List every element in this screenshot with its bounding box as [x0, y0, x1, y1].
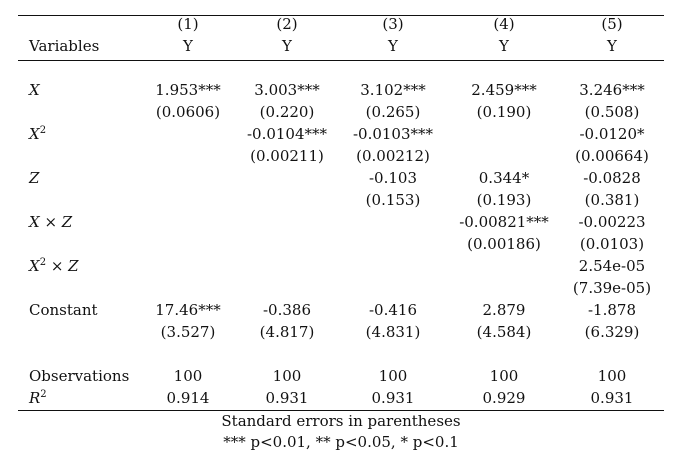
se-z: (0.193): [476, 191, 532, 209]
se-z: (0.153): [365, 191, 421, 209]
coef-x-squared: -0.0103***: [352, 125, 434, 143]
col-number: (4): [493, 15, 515, 33]
row-label-x-squared: X2: [29, 125, 47, 143]
dep-var: Y: [499, 37, 509, 55]
se-x: (0.220): [259, 103, 315, 121]
coef-x: 2.459***: [471, 81, 537, 99]
coef-x-squared-times-z: 2.54e-05: [578, 257, 646, 275]
se-constant: (4.817): [259, 323, 315, 341]
coef-z: 0.344*: [478, 169, 530, 187]
se-x: (0.508): [584, 103, 640, 121]
se-x-squared: (0.00211): [250, 147, 324, 165]
row-label-observations: Observations: [29, 367, 130, 385]
row-label-r-squared: R2: [29, 389, 47, 407]
r-squared-value: 0.929: [482, 389, 526, 407]
table-note-significance: *** p<0.01, ** p<0.05, * p<0.1: [223, 433, 459, 451]
se-x: (0.190): [476, 103, 532, 121]
coef-z: -0.103: [368, 169, 417, 187]
row-label-x: X: [29, 81, 40, 99]
se-x-times-z: (0.0103): [579, 235, 645, 253]
coef-x-times-z: -0.00223: [578, 213, 646, 231]
top-rule: [18, 15, 664, 16]
row-label-x-squared-times-z: X2 × Z: [29, 257, 79, 275]
coef-constant: -0.416: [368, 301, 417, 319]
table-note-standard-errors: Standard errors in parentheses: [221, 412, 461, 430]
header-rule: [18, 60, 664, 61]
coef-x-squared: -0.0120*: [579, 125, 645, 143]
dep-var: Y: [607, 37, 617, 55]
se-x-squared: (0.00212): [356, 147, 430, 165]
row-label-constant: Constant: [29, 301, 98, 319]
coef-x: 3.246***: [579, 81, 645, 99]
coef-constant: 2.879: [482, 301, 526, 319]
col-number: (5): [601, 15, 623, 33]
observations-value: 100: [173, 367, 203, 385]
row-label-x-times-z: X × Z: [29, 213, 73, 231]
coef-x: 3.102***: [360, 81, 426, 99]
observations-value: 100: [597, 367, 627, 385]
bottom-rule: [18, 410, 664, 411]
col-number: (1): [177, 15, 199, 33]
coef-x-squared: -0.0104***: [246, 125, 328, 143]
col-number: (3): [382, 15, 404, 33]
observations-value: 100: [378, 367, 408, 385]
se-constant: (4.831): [365, 323, 421, 341]
coef-x: 3.003***: [254, 81, 320, 99]
se-constant: (4.584): [476, 323, 532, 341]
se-constant: (3.527): [160, 323, 216, 341]
coef-constant: -1.878: [587, 301, 636, 319]
se-z: (0.381): [584, 191, 640, 209]
se-x: (0.265): [365, 103, 421, 121]
observations-value: 100: [489, 367, 519, 385]
observations-value: 100: [272, 367, 302, 385]
coef-constant: -0.386: [262, 301, 311, 319]
row-label-z: Z: [29, 169, 40, 187]
se-x: (0.0606): [155, 103, 221, 121]
se-x-squared-times-z: (7.39e-05): [572, 279, 652, 297]
coef-x-times-z: -0.00821***: [459, 213, 549, 231]
dep-var: Y: [282, 37, 292, 55]
coef-constant: 17.46***: [155, 301, 221, 319]
se-x-squared: (0.00664): [575, 147, 649, 165]
se-x-times-z: (0.00186): [467, 235, 541, 253]
r-squared-value: 0.931: [371, 389, 415, 407]
r-squared-value: 0.931: [265, 389, 309, 407]
variables-header: Variables: [29, 37, 100, 55]
r-squared-value: 0.931: [590, 389, 634, 407]
r-squared-value: 0.914: [166, 389, 210, 407]
se-constant: (6.329): [584, 323, 640, 341]
col-number: (2): [276, 15, 298, 33]
dep-var: Y: [183, 37, 193, 55]
coef-x: 1.953***: [155, 81, 221, 99]
coef-z: -0.0828: [583, 169, 641, 187]
dep-var: Y: [388, 37, 398, 55]
